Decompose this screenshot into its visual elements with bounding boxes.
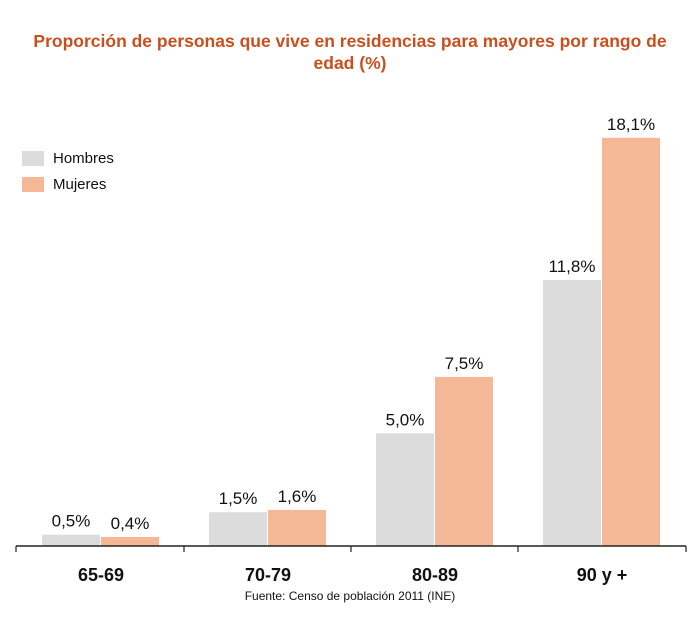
legend-item-mujeres: Mujeres bbox=[22, 171, 114, 197]
bar-hombres-2 bbox=[376, 433, 434, 547]
legend-swatch-mujeres bbox=[22, 176, 44, 192]
data-label-hombres-2: 5,0% bbox=[386, 410, 425, 429]
x-tick-label-0: 65-69 bbox=[78, 565, 124, 585]
data-label-hombres-0: 0,5% bbox=[52, 512, 91, 531]
data-label-hombres-3: 11,8% bbox=[549, 257, 596, 276]
x-tick-label-2: 80-89 bbox=[412, 565, 458, 585]
data-label-hombres-1: 1,5% bbox=[219, 489, 258, 508]
bar-hombres-1 bbox=[209, 512, 267, 546]
data-label-mujeres-2: 7,5% bbox=[445, 354, 484, 373]
chart-title: Proporción de personas que vive en resid… bbox=[33, 31, 667, 73]
bar-hombres-0 bbox=[42, 534, 100, 546]
legend-item-hombres: Hombres bbox=[22, 145, 114, 171]
bar-mujeres-0 bbox=[101, 537, 159, 546]
source-note: Fuente: Censo de población 2011 (INE) bbox=[244, 589, 456, 603]
data-label-mujeres-3: 18,1% bbox=[607, 115, 655, 134]
legend-label-mujeres: Mujeres bbox=[53, 175, 107, 193]
legend-label-hombres: Hombres bbox=[53, 149, 114, 167]
bar-mujeres-1 bbox=[268, 509, 326, 546]
data-label-mujeres-1: 1,6% bbox=[278, 487, 317, 506]
legend: Hombres Mujeres bbox=[22, 145, 114, 197]
bar-mujeres-3 bbox=[602, 137, 660, 547]
bar-hombres-3 bbox=[543, 279, 601, 546]
x-tick-label-3: 90 y + bbox=[577, 565, 628, 585]
bar-mujeres-2 bbox=[435, 376, 493, 546]
x-tick-label-1: 70-79 bbox=[245, 565, 291, 585]
legend-swatch-hombres bbox=[22, 150, 44, 166]
data-label-mujeres-0: 0,4% bbox=[111, 514, 150, 533]
